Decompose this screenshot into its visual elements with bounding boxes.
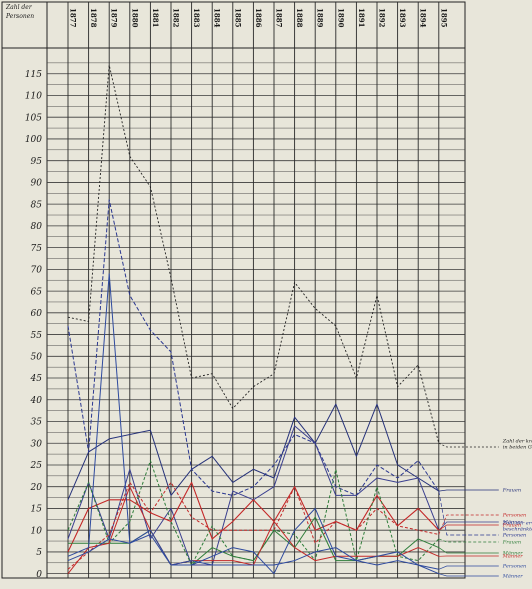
legend-label: Personen [502,533,526,539]
x-tick-label: 1881 [151,8,160,28]
legend-leader [438,489,499,492]
series-line [67,534,439,575]
x-tick-label: 1895 [439,8,448,28]
x-axis: 1877 1878 1879 1880 1881 1882 1883 1884 1885 1886… [69,8,449,28]
x-tick-label: 1877 [69,8,78,28]
y-tick-label: 115 [25,70,42,80]
y-tick-label: 110 [25,92,42,102]
legend-leader [438,547,499,554]
legend-label: Personen [502,513,526,519]
legend-label: Männer [502,554,524,560]
legend-label: Zahl der erwerbs- [502,521,532,527]
y-tick-label: 100 [25,135,42,145]
legend: Zahl der kranken Personenin beiden Gesch… [438,439,532,580]
x-tick-label: 1890 [336,8,345,28]
x-tick-label: 1888 [295,8,304,28]
x-tick-label: 1892 [378,8,387,28]
legend-leader [438,565,499,570]
legend-label: Männer [502,520,524,526]
x-tick-label: 1894 [419,8,428,28]
legend-label: Frauen [502,488,521,494]
legend-leader [438,538,499,543]
legend-leader [438,514,499,535]
x-tick-label: 1889 [316,8,325,28]
y-tick-label: 15 [31,505,43,515]
legend-leader [438,442,499,448]
y-tick-label: 70 [31,266,43,276]
legend-label: Frauen [502,523,521,529]
x-tick-label: 1883 [192,8,201,28]
y-tick-label: 65 [31,287,43,297]
legend-label: Frauen [502,540,521,546]
x-tick-label: 1885 [233,8,242,28]
legend-label: Zahl der kranken Personen [502,439,532,445]
y-tick-label: 25 [30,461,43,471]
series-line [67,403,440,500]
series-line [67,481,440,553]
y-tick-label: 40 [30,396,43,406]
y-tick-label: 0 [36,570,42,580]
x-tick-label: 1880 [130,8,139,28]
y-tick-label: 80 [31,222,43,232]
x-tick-label: 1884 [213,8,222,28]
legend-label: Männer [502,551,524,557]
x-tick-label: 1891 [357,8,366,28]
x-tick-label: 1879 [110,8,119,28]
y-tick-label: 105 [25,113,42,123]
legend-label: beschränkten [503,527,532,533]
y-tick-label: 50 [31,352,43,362]
y-tick-label: 75 [31,244,43,254]
y-tick-label: 90 [31,179,43,189]
series-line [67,199,440,496]
x-tick-label: 1878 [89,8,98,28]
series-layer [67,64,440,575]
y-axis: 0 5 10 15 20 25 30 35 40 45 50 55 60 65 70 75 80 85 90 95 10… [25,70,42,580]
y-tick-label: 45 [30,374,43,384]
y-tick-label: 55 [31,331,43,341]
legend-leader [438,573,499,577]
legend-label: Personen [502,564,526,570]
header-line1: Zahl der [5,4,33,11]
legend-leader [438,491,499,536]
x-tick-label: 1887 [275,8,284,28]
legend-label: Männer [502,574,524,580]
x-tick-label: 1882 [172,8,181,28]
y-tick-label: 20 [30,483,43,493]
y-tick-label: 95 [31,157,43,167]
y-tick-label: 30 [31,439,43,449]
x-tick-label: 1893 [398,8,407,28]
y-tick-label: 10 [31,526,43,536]
y-tick-label: 85 [31,200,43,210]
y-tick-label: 5 [36,548,42,558]
legend-label: in beiden Geschlechtern [503,445,532,451]
y-tick-label: 60 [31,309,43,319]
y-tick-label: 35 [31,418,43,428]
plot-frame [1,1,466,579]
header-line2: Personen [5,13,34,20]
series-line [67,481,439,570]
x-tick-label: 1886 [254,8,263,28]
